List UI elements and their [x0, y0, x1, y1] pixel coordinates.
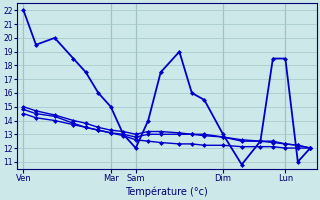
X-axis label: Température (°c): Température (°c)	[125, 186, 208, 197]
